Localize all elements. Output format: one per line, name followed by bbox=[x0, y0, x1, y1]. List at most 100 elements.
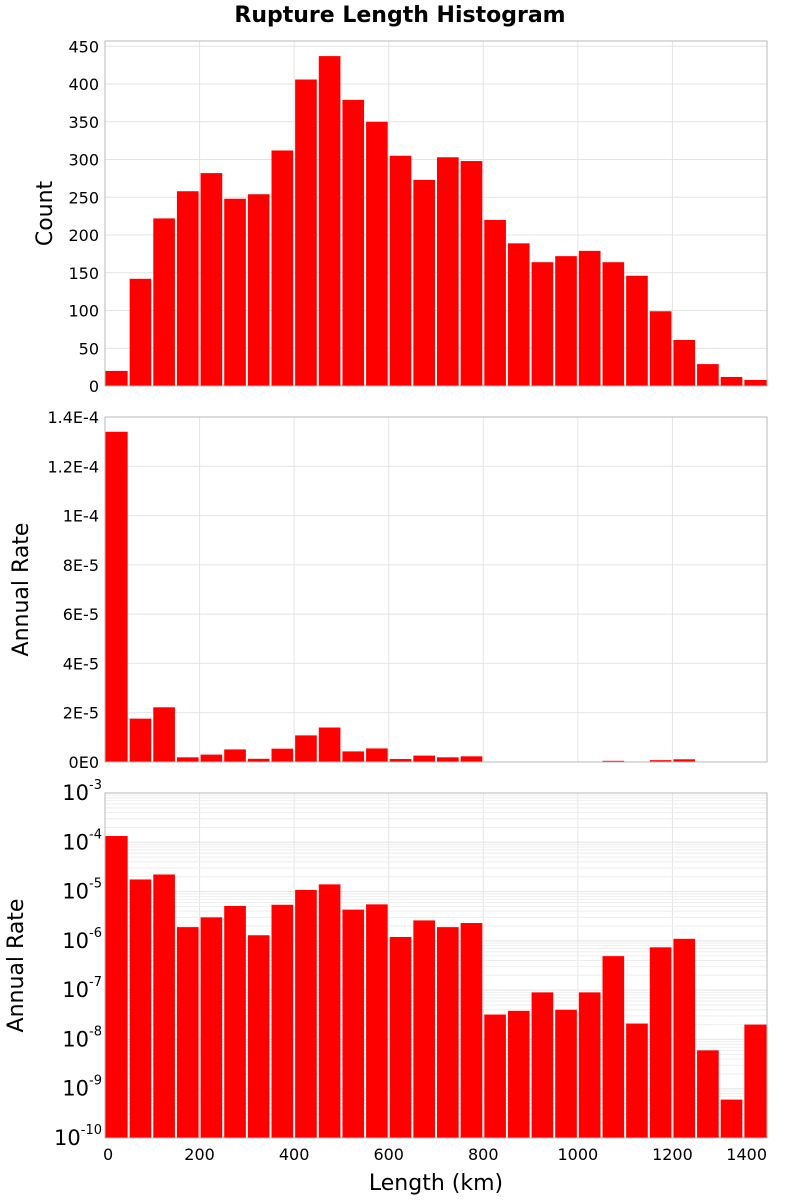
bar-1200-km bbox=[673, 759, 696, 762]
bar-1050-km bbox=[602, 956, 625, 1138]
bar-1100-km bbox=[626, 275, 648, 386]
y-tick-label: 1.2E-4 bbox=[47, 457, 99, 476]
bar-400-km bbox=[295, 79, 317, 386]
bar-650-km bbox=[413, 179, 435, 386]
bar-500-km bbox=[342, 909, 365, 1138]
bar-600-km bbox=[389, 155, 412, 386]
y-tick-label: 50 bbox=[79, 339, 99, 358]
bar-1100-km bbox=[626, 1023, 648, 1138]
bar-400-km bbox=[295, 735, 317, 762]
bar-1200-km bbox=[673, 938, 696, 1138]
bar-400-km bbox=[295, 889, 317, 1138]
x-tick-label: 0 bbox=[103, 1145, 113, 1164]
y-tick-label: 10-5 bbox=[62, 877, 102, 904]
bar-800-km bbox=[484, 1014, 506, 1138]
bar-100-km bbox=[153, 707, 175, 762]
bar-1350-km bbox=[744, 379, 767, 386]
bar-150-km bbox=[176, 927, 199, 1138]
bar-1000-km bbox=[578, 992, 601, 1138]
y-tick-label: 10-10 bbox=[54, 1123, 102, 1150]
x-tick-label: 1200 bbox=[652, 1145, 693, 1164]
bar-350-km bbox=[271, 150, 294, 386]
bar-650-km bbox=[413, 755, 435, 762]
bar-50-km bbox=[129, 278, 152, 386]
bar-100-km bbox=[153, 874, 175, 1138]
plot-frame bbox=[104, 416, 768, 763]
bar-350-km bbox=[271, 748, 294, 762]
bar-900-km bbox=[531, 262, 554, 386]
bar-950-km bbox=[555, 256, 577, 386]
panel-2: 0E0 2E-5 4E-5 6E-5 8E-5 1E-4 1.2E-4 1.4E-4 Annua… bbox=[9, 408, 768, 772]
bar-1000-km bbox=[578, 250, 601, 386]
x-tick-label: 200 bbox=[184, 1145, 215, 1164]
bar-300-km bbox=[247, 758, 270, 762]
y-tick-label: 6E-5 bbox=[63, 605, 99, 624]
bar-550-km bbox=[366, 748, 388, 762]
y-tick-label: 10-3 bbox=[62, 778, 102, 805]
bar-500-km bbox=[342, 99, 365, 386]
bar-750-km bbox=[460, 756, 483, 762]
bar-1150-km bbox=[649, 760, 672, 762]
bar-600-km bbox=[389, 936, 412, 1138]
x-tick-label: 1000 bbox=[557, 1145, 598, 1164]
bar-250-km bbox=[224, 905, 246, 1138]
y-tick-label: 4E-5 bbox=[63, 654, 99, 673]
bar-550-km bbox=[366, 121, 388, 387]
bar-1300-km bbox=[720, 376, 743, 386]
bar-50-km bbox=[129, 879, 152, 1138]
bar-200-km bbox=[200, 173, 223, 386]
y-axis-label: Annual Rate bbox=[4, 899, 29, 1033]
bar-450-km bbox=[318, 884, 341, 1138]
bar-50-km bbox=[129, 718, 152, 762]
y-tick-label: 10-6 bbox=[62, 926, 102, 953]
panel-1: 0 50 100 150 200 250 300 350 400 450 Count bbox=[33, 37, 768, 396]
plot-frame bbox=[104, 792, 768, 1139]
y-tick-label: 200 bbox=[68, 226, 99, 245]
y-tick-label: 8E-5 bbox=[63, 556, 99, 575]
bar-950-km bbox=[555, 1009, 577, 1138]
bar-700-km bbox=[437, 157, 459, 386]
plot-frame bbox=[104, 40, 768, 387]
panel-3: 10-3 10-4 10-5 10-6 10-7 10-8 10-9 10-10 Annual … bbox=[4, 778, 768, 1150]
bar-1300-km bbox=[720, 1099, 743, 1138]
bar-100-km bbox=[153, 218, 175, 386]
y-tick-label: 300 bbox=[68, 151, 99, 170]
bar-850-km bbox=[507, 243, 530, 386]
bar-0-km bbox=[105, 431, 128, 762]
bar-750-km bbox=[460, 923, 483, 1138]
x-tick-label: 800 bbox=[468, 1145, 499, 1164]
y-tick-label: 350 bbox=[68, 113, 99, 132]
y-axis-label: Count bbox=[33, 180, 58, 246]
chart-title: Rupture Length Histogram bbox=[234, 3, 565, 28]
x-axis-label: Length (km) bbox=[369, 1171, 503, 1196]
y-tick-label: 1.4E-4 bbox=[47, 408, 99, 427]
bar-150-km bbox=[176, 191, 199, 386]
bar-300-km bbox=[247, 194, 270, 386]
bar-450-km bbox=[318, 727, 341, 762]
bar-900-km bbox=[531, 992, 554, 1138]
bar-200-km bbox=[200, 754, 223, 762]
bar-1150-km bbox=[649, 311, 672, 386]
bar-150-km bbox=[176, 757, 199, 762]
y-tick-label: 10-8 bbox=[62, 1024, 102, 1051]
y-tick-label: 2E-5 bbox=[63, 704, 99, 723]
bar-0-km bbox=[105, 836, 128, 1138]
y-axis-label: Annual Rate bbox=[9, 523, 34, 657]
x-tick-label: 600 bbox=[373, 1145, 404, 1164]
bar-700-km bbox=[437, 757, 459, 762]
y-tick-label: 0 bbox=[89, 377, 99, 396]
bar-300-km bbox=[247, 935, 270, 1138]
bar-500-km bbox=[342, 751, 365, 762]
bar-200-km bbox=[200, 917, 223, 1138]
y-tick-label: 1E-4 bbox=[63, 507, 99, 526]
y-tick-label: 10-9 bbox=[62, 1074, 102, 1101]
x-tick-label: 400 bbox=[279, 1145, 310, 1164]
y-tick-label: 10-7 bbox=[62, 975, 102, 1002]
bar-450-km bbox=[318, 56, 341, 386]
bar-250-km bbox=[224, 198, 246, 386]
bar-650-km bbox=[413, 920, 435, 1138]
bar-1150-km bbox=[649, 947, 672, 1138]
bar-1200-km bbox=[673, 339, 696, 386]
bar-0-km bbox=[105, 370, 128, 386]
